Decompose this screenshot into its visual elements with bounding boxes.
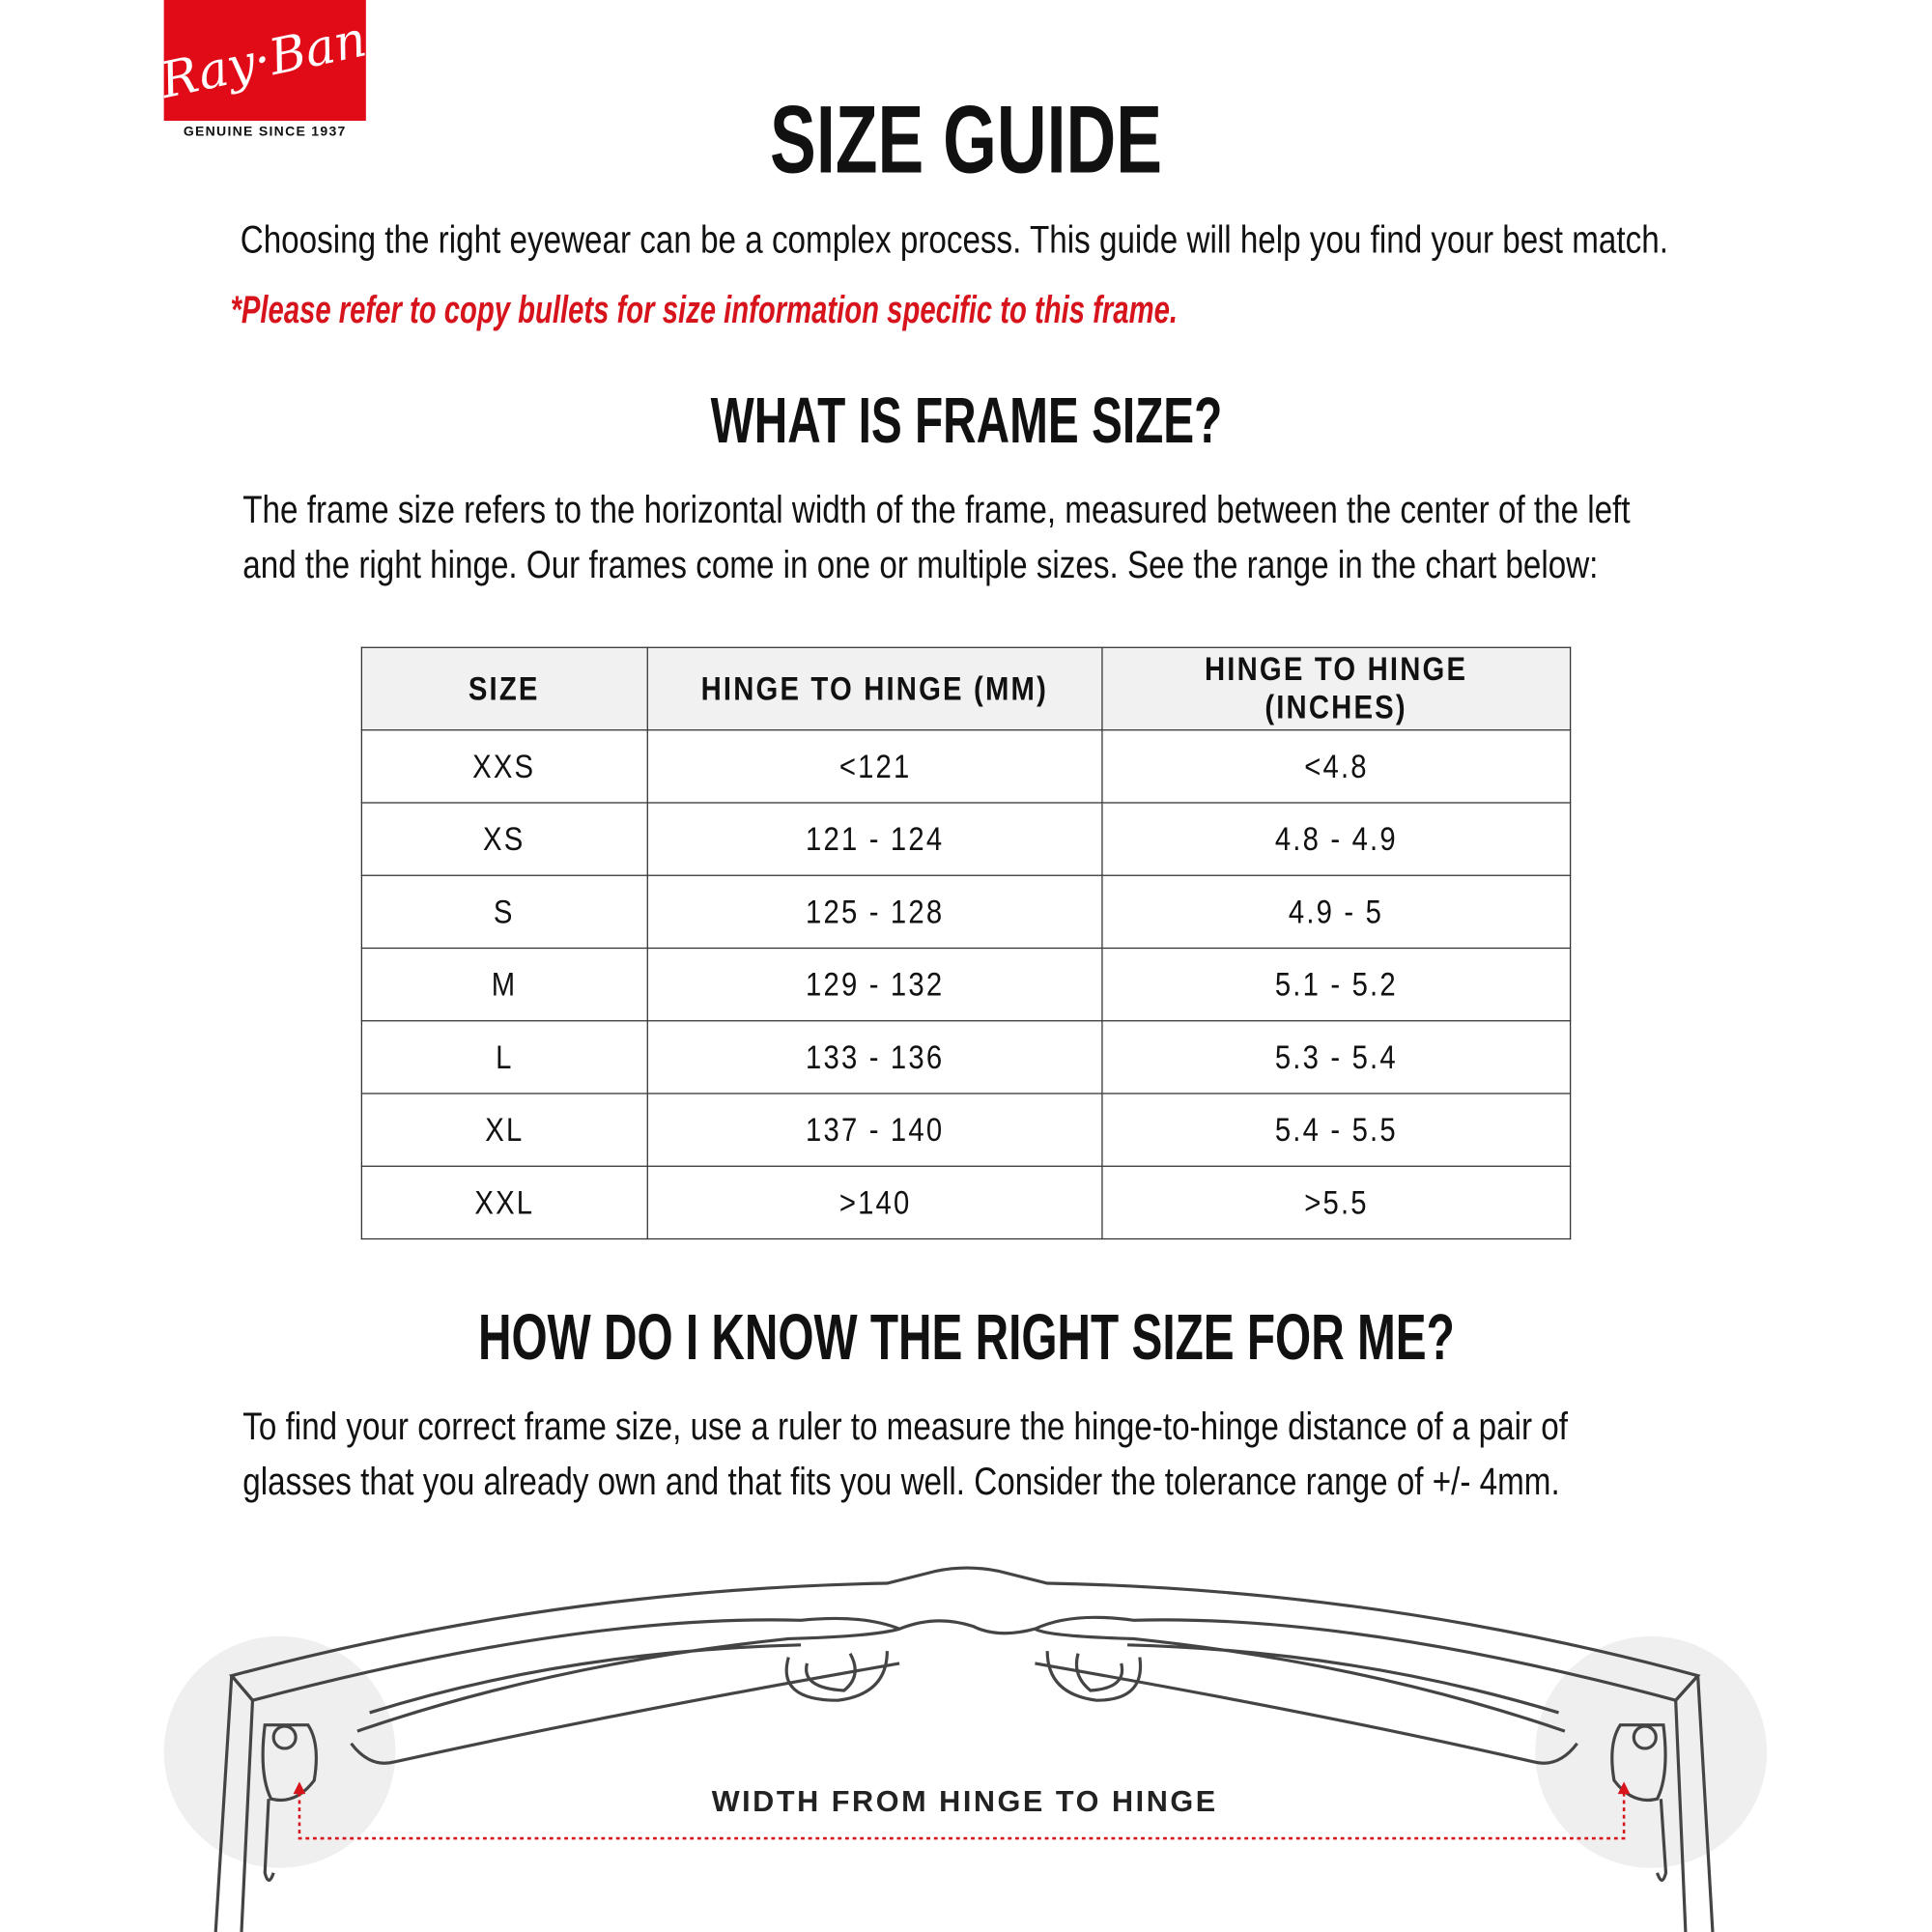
header-inches: HINGE TO HINGE (INCHES) [1101, 646, 1572, 731]
table-row: XXS <121 <4.8 [360, 729, 1572, 804]
cell-text: 125 - 128 [806, 893, 945, 930]
cell-text: XXL [474, 1183, 535, 1221]
size-cell: M [360, 947, 648, 1022]
size-cell: XXL [360, 1165, 648, 1240]
size-table: SIZE HINGE TO HINGE (MM) HINGE TO HINGE … [360, 646, 1572, 1240]
size-cell: S [360, 874, 648, 950]
brand-tagline: GENUINE SINCE 1937 [183, 124, 347, 140]
table-row: XXL >140 >5.5 [360, 1165, 1572, 1240]
inches-cell: <4.8 [1101, 729, 1572, 804]
table-row: L 133 - 136 5.3 - 5.4 [360, 1020, 1572, 1094]
inches-cell: 4.9 - 5 [1101, 874, 1572, 950]
size-cell: XXS [360, 729, 648, 804]
cell-text: 5.4 - 5.5 [1275, 1110, 1398, 1149]
mm-cell: 121 - 124 [646, 802, 1104, 876]
diagram-label: WIDTH FROM HINGE TO HINGE [712, 1785, 1218, 1818]
cell-text: 5.1 - 5.2 [1275, 965, 1398, 1003]
mm-cell: <121 [646, 729, 1104, 804]
section-heading-right-size: HOW DO I KNOW THE RIGHT SIZE FOR ME? [477, 1302, 1455, 1375]
right-size-text-line: glasses that you already own and that fi… [242, 1460, 1560, 1504]
page-title: SIZE GUIDE [769, 85, 1162, 194]
mm-cell: 133 - 136 [646, 1020, 1104, 1094]
hinge-highlight-circles [163, 1635, 1768, 1868]
size-cell: L [360, 1020, 648, 1094]
cell-text: <4.8 [1304, 747, 1369, 784]
cell-text: XL [485, 1110, 525, 1149]
inches-cell: 5.4 - 5.5 [1101, 1093, 1572, 1167]
cell-text: 137 - 140 [806, 1110, 945, 1149]
cell-text: 4.9 - 5 [1289, 893, 1384, 930]
mm-cell: 125 - 128 [646, 874, 1104, 950]
frame-size-text-line: and the right hinge. Our frames come in … [242, 543, 1599, 587]
size-note: *Please refer to copy bullets for size i… [230, 288, 1178, 332]
cell-text: 133 - 136 [806, 1037, 945, 1075]
intro-text: Choosing the right eyewear can be a comp… [240, 217, 1668, 262]
mm-cell: >140 [646, 1165, 1104, 1240]
cell-text: 5.3 - 5.4 [1275, 1037, 1398, 1075]
glasses-hinge-diagram: WIDTH FROM HINGE TO HINGE [163, 1566, 1768, 1932]
measurement-arrow [293, 1781, 1631, 1840]
table-header-row: SIZE HINGE TO HINGE (MM) HINGE TO HINGE … [360, 646, 1572, 731]
cell-text: M [491, 965, 518, 1003]
frame-size-text-line: The frame size refers to the horizontal … [242, 488, 1631, 531]
header-size: SIZE [360, 646, 648, 731]
cell-text: L [495, 1037, 514, 1075]
mm-cell: 137 - 140 [646, 1093, 1104, 1167]
inches-cell: 4.8 - 4.9 [1101, 802, 1572, 876]
cell-text: 4.8 - 4.9 [1275, 819, 1398, 858]
right-size-text-line: To find your correct frame size, use a r… [242, 1405, 1568, 1448]
cell-text: 121 - 124 [806, 819, 945, 858]
rayban-script-logo: Ray·Ban [155, 11, 371, 110]
section-heading-frame-size: WHAT IS FRAME SIZE? [710, 385, 1222, 458]
inches-cell: 5.3 - 5.4 [1101, 1020, 1572, 1094]
cell-text: >140 [838, 1183, 911, 1221]
cell-text: <121 [838, 747, 911, 784]
size-cell: XS [360, 802, 648, 876]
cell-text: XXS [472, 747, 536, 784]
header-mm: HINGE TO HINGE (MM) [646, 646, 1104, 731]
cell-text: >5.5 [1304, 1183, 1369, 1221]
cell-text: S [494, 893, 515, 930]
inches-cell: >5.5 [1101, 1165, 1572, 1240]
table-row: XL 137 - 140 5.4 - 5.5 [360, 1093, 1572, 1167]
table-row: M 129 - 132 5.1 - 5.2 [360, 947, 1572, 1022]
mm-cell: 129 - 132 [646, 947, 1104, 1022]
inches-cell: 5.1 - 5.2 [1101, 947, 1572, 1022]
cell-text: XS [483, 819, 526, 858]
size-cell: XL [360, 1093, 648, 1167]
glasses-frame-outline [213, 1566, 1715, 1932]
rayban-logo: Ray·Ban [155, 0, 371, 121]
table-row: S 125 - 128 4.9 - 5 [360, 874, 1572, 950]
cell-text: 129 - 132 [806, 965, 945, 1003]
table-row: XS 121 - 124 4.8 - 4.9 [360, 802, 1572, 876]
